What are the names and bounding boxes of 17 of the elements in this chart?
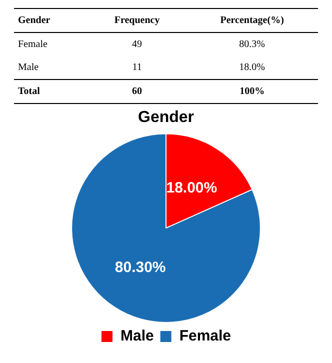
text: 100% [186, 80, 318, 104]
text: Gender [14, 8, 88, 32]
legend-label: Female [179, 328, 232, 345]
text: 49 [131, 38, 144, 52]
chart-title: Gender [138, 109, 194, 126]
text: Percentage(%) [186, 8, 318, 32]
text: Female [17, 38, 48, 52]
text: 80.3% [238, 38, 266, 52]
text: Total [14, 80, 88, 104]
data-label: 80.30% [114, 258, 166, 276]
text: 60 [88, 80, 186, 104]
text: 11 [131, 61, 143, 75]
data-label: 18.00% [166, 180, 218, 197]
legend-label: Male [120, 328, 154, 345]
text: Male [17, 61, 40, 75]
text: Frequency [88, 8, 186, 32]
text: 18.0% [238, 61, 266, 75]
